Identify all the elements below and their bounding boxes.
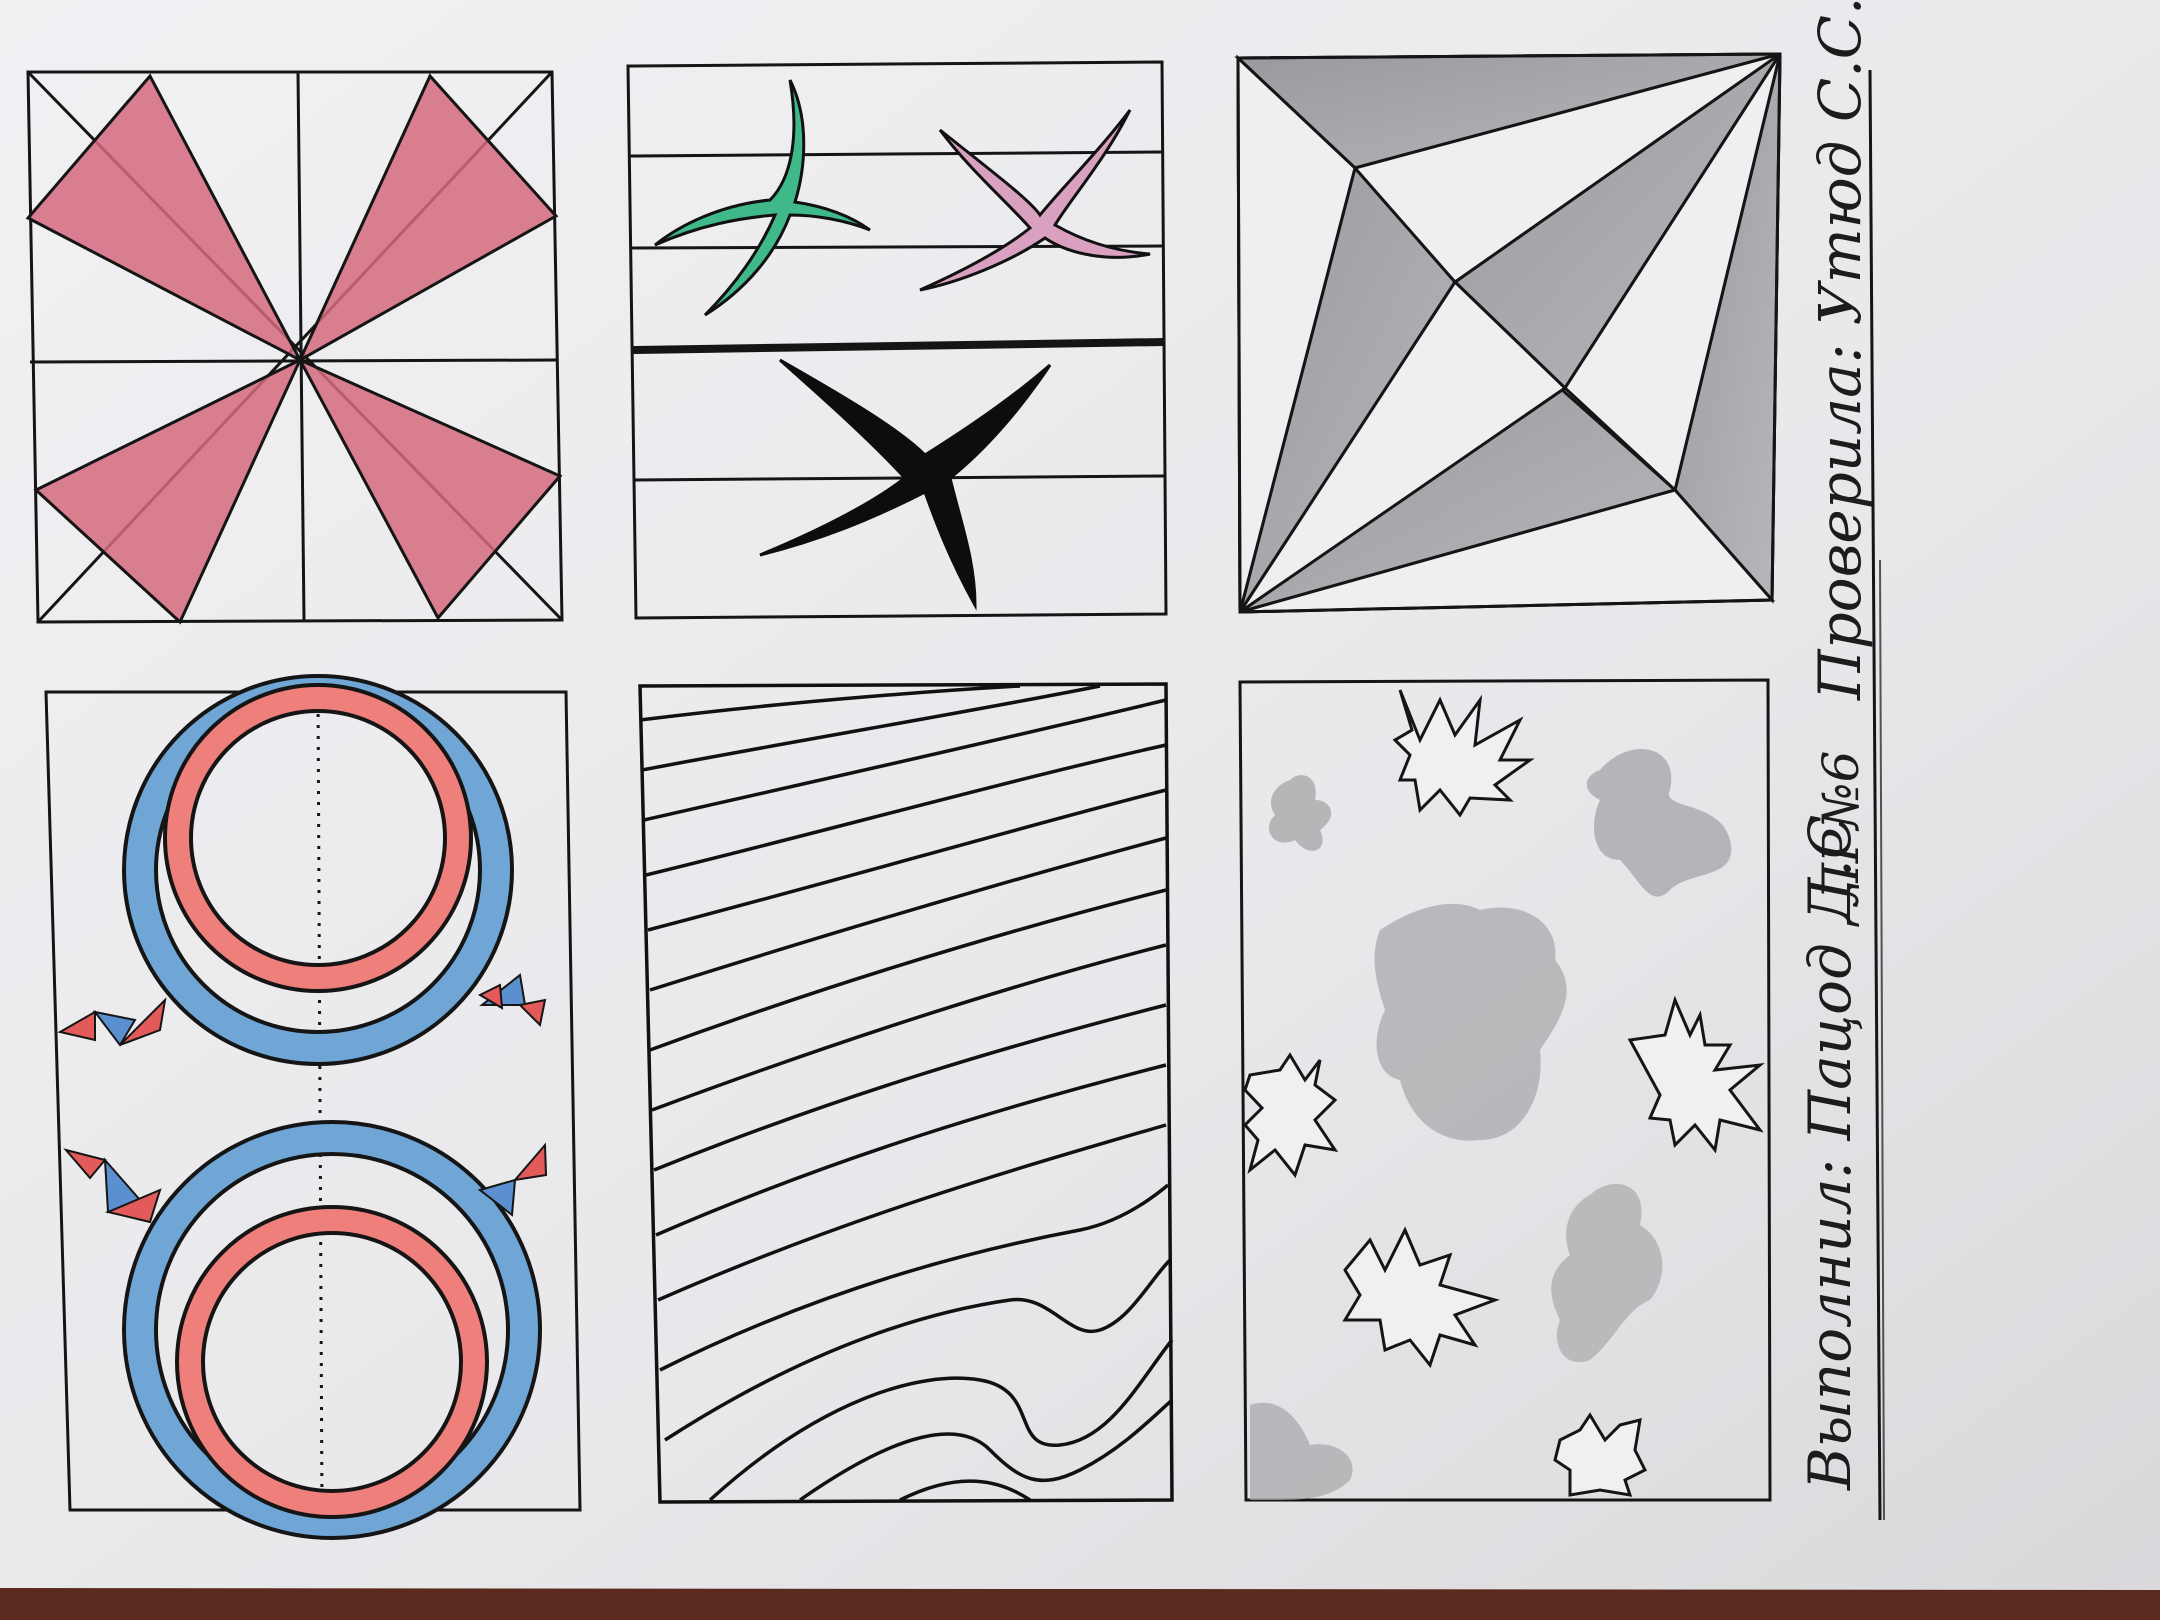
waves-panel — [638, 682, 1174, 1504]
wave-line — [798, 1398, 1174, 1502]
pinwheel-panel — [25, 70, 564, 625]
grey-blob — [1586, 748, 1732, 897]
pinwheel-blade — [296, 73, 559, 364]
grey-blob — [1268, 775, 1332, 851]
wave-line — [653, 1003, 1167, 1172]
wave-line — [639, 684, 1021, 722]
margin-rule — [1868, 69, 1882, 1521]
wave-line — [657, 1123, 1167, 1302]
caption-underline — [1879, 559, 1885, 1521]
flag-pair — [477, 1142, 548, 1217]
green-cross — [654, 79, 871, 317]
pink-cross — [919, 109, 1151, 292]
grey-blob — [1250, 1402, 1353, 1500]
wave-line — [645, 743, 1167, 877]
pinwheel-vertical-axis — [296, 71, 306, 621]
envelope-panel — [1234, 52, 1782, 614]
spots-panel — [1238, 678, 1772, 1502]
wave-line — [659, 1183, 1170, 1372]
grey-blob — [1551, 1183, 1663, 1363]
envelope-frame-outline — [1236, 52, 1782, 614]
wave-line — [641, 684, 1101, 772]
wave-line — [664, 1258, 1172, 1442]
crosses-panel — [626, 60, 1168, 620]
burst-star — [1627, 995, 1765, 1154]
wave-line — [649, 836, 1167, 992]
author-caption: Выполнил: Пацод Д.С — [1796, 815, 1864, 1491]
burst-star — [1342, 1226, 1500, 1369]
pinwheel-blade — [25, 73, 304, 364]
burst-star — [1242, 1052, 1339, 1179]
flag-pair — [477, 973, 547, 1028]
staff-line-thick — [631, 338, 1165, 354]
pinwheel-horizontal-axis — [29, 358, 559, 364]
rings-panel — [44, 674, 582, 1540]
burst-star — [1392, 689, 1535, 818]
crosses-frame — [626, 60, 1168, 620]
wave-line — [649, 888, 1167, 1052]
flag-pair — [63, 1148, 162, 1224]
burst-star — [1553, 1412, 1648, 1497]
work-number-caption: ЛР№6 — [1812, 751, 1870, 909]
wave-line — [899, 1479, 1031, 1502]
white-facet — [1238, 279, 1568, 614]
checker-caption: Проверила: Утюд С.С. — [1806, 0, 1874, 701]
pinwheel-blade — [296, 356, 563, 621]
staff-line — [627, 150, 1163, 158]
wave-line — [643, 698, 1167, 822]
wave-line — [651, 943, 1167, 1112]
black-cross — [759, 358, 1052, 611]
wave-line — [655, 1063, 1167, 1237]
waves-frame — [638, 682, 1174, 1504]
staff-line — [633, 474, 1166, 482]
grey-blob — [1374, 903, 1567, 1141]
white-facet — [1352, 52, 1781, 285]
wave-line — [647, 788, 1167, 932]
pinwheel-blade — [33, 356, 304, 625]
wave-line — [708, 1338, 1174, 1502]
white-facet — [1563, 53, 1782, 493]
spots-frame — [1238, 678, 1772, 1502]
flag-pair — [57, 997, 167, 1047]
dotted-axis — [316, 691, 324, 1511]
